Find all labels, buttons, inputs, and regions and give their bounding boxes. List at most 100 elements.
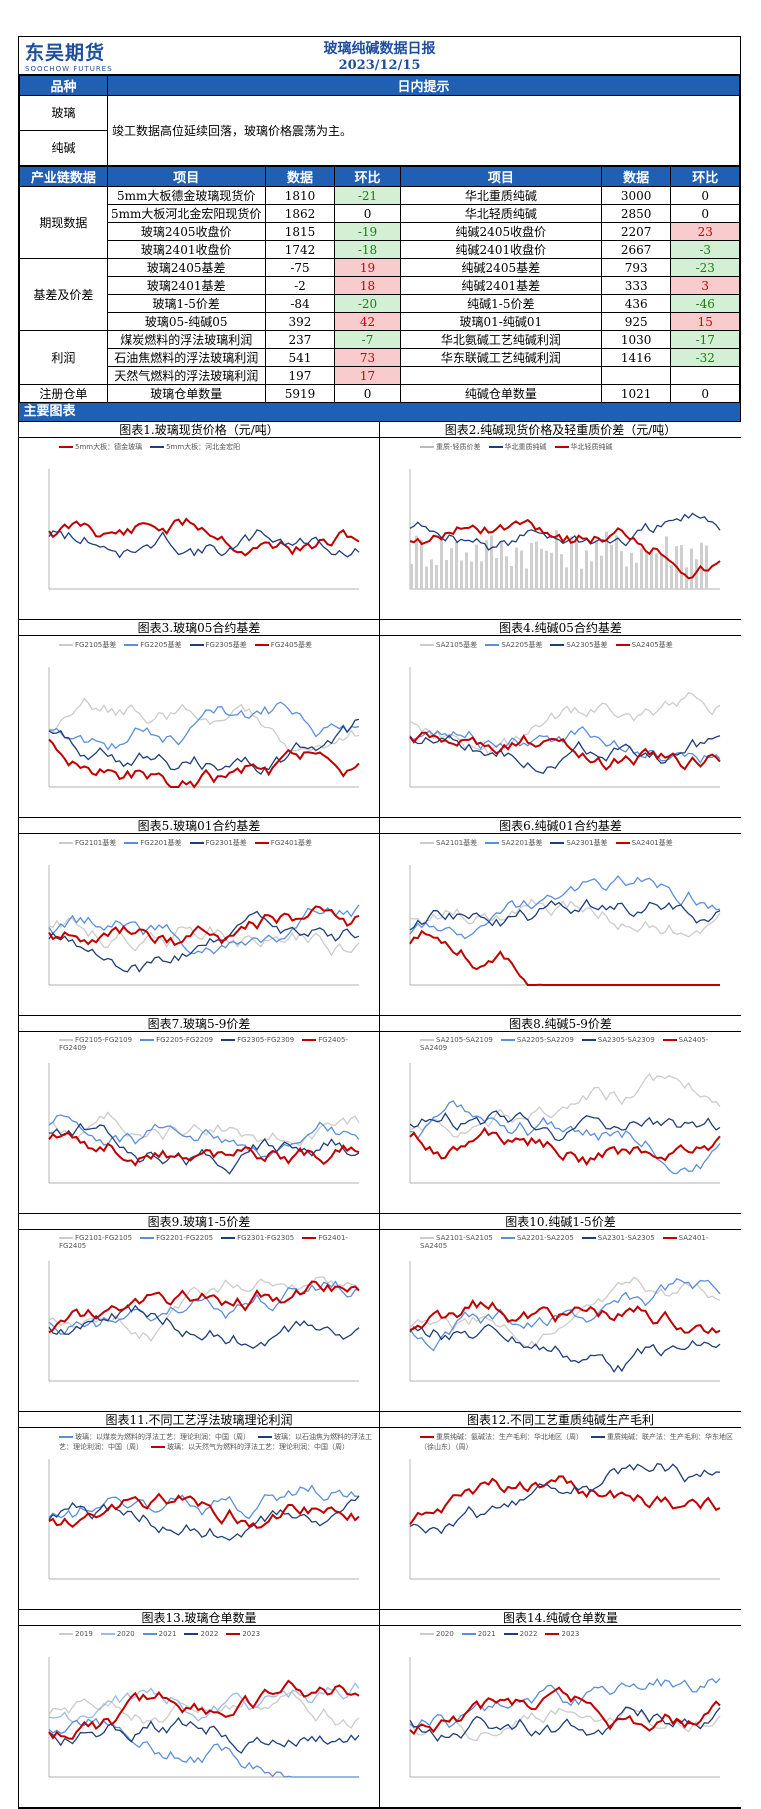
right-item: 玻璃01-纯碱01 xyxy=(399,312,602,331)
chart-title: 图表5.玻璃01合约基差 xyxy=(19,818,379,834)
chart-title: 图表11.不同工艺浮法玻璃理论利润 xyxy=(19,1412,379,1428)
bar-mark xyxy=(620,551,623,589)
series-line xyxy=(409,691,721,756)
legend-entry: 2021 xyxy=(461,1630,496,1638)
left-value: 1742 xyxy=(264,240,336,259)
chart-plot xyxy=(409,1459,721,1580)
chart-panel: 图表7.玻璃5-9价差 FG2105-FG2109 FG2205-FG2209 FG2… xyxy=(19,1016,380,1214)
right-value: 793 xyxy=(600,258,672,277)
right-change: -3 xyxy=(670,240,740,259)
left-item: 天然气燃料的浮法玻璃利润 xyxy=(106,366,266,385)
chart-legend: 玻璃：以煤炭为燃料的浮法工艺：理论利润：中国（周） 玻璃：以石油焦为燃料的浮法工艺… xyxy=(59,1432,379,1452)
table-header-cell: 项目 xyxy=(399,166,602,187)
table-row: 玻璃2405收盘价 1815 -19 纯碱2405收盘价 2207 23 xyxy=(20,222,740,241)
chart-panel: 图表14.纯碱仓单数量 2020 2021 2022 2023 xyxy=(380,1610,741,1808)
bar-mark xyxy=(465,552,468,589)
bar-mark xyxy=(580,568,583,589)
chart-panel: 图表4.纯碱05合约基差 SA2105基差 SA2205基差 SA2305基差 SA24… xyxy=(380,620,741,818)
chart-title: 图表1.玻璃现货价格（元/吨） xyxy=(19,422,379,438)
chart-legend: 重质纯碱：氨碱法：生产毛利：华北地区（周） 重质纯碱：联产法：生产毛利：华东地区（… xyxy=(420,1432,741,1452)
bar-mark xyxy=(555,530,558,589)
table-row: 5mm大板河北金宏阳现货价 1862 0 华北轻质纯碱 2850 0 xyxy=(20,204,740,223)
bar-mark xyxy=(445,559,448,589)
table-row: 基差及价差 玻璃2405基差 -75 19 纯碱2405基差 793 -23 xyxy=(19,258,740,331)
bar-mark xyxy=(705,545,708,589)
chart-panel: 图表6.纯碱01合约基差 SA2101基差 SA2201基差 SA2301基差 SA24… xyxy=(380,818,741,1016)
chart-plot xyxy=(409,469,721,590)
group-label: 利润 xyxy=(19,330,108,385)
left-change: -18 xyxy=(334,240,401,259)
bar-mark xyxy=(535,541,538,589)
legend-entry: FG2301-FG2305 xyxy=(221,1234,294,1242)
report-page: 东吴期货 SOOCHOW FUTURES 玻璃纯碱数据日报 2023/12/15… xyxy=(18,36,741,1809)
left-value: -2 xyxy=(264,276,336,295)
chart-title: 图表4.纯碱05合约基差 xyxy=(380,620,741,636)
left-item: 石油焦燃料的浮法玻璃利润 xyxy=(106,348,266,367)
chart-title: 图表3.玻璃05合约基差 xyxy=(19,620,379,636)
series-line xyxy=(48,1495,360,1541)
chart-title: 图表12.不同工艺重质纯碱生产毛利 xyxy=(380,1412,741,1428)
legend-entry: SA2305基差 xyxy=(550,641,608,649)
bar-mark xyxy=(685,567,688,589)
table-row: 利润 煤炭燃料的浮法玻璃利润 237 -7 华北氨碱工艺纯碱利润 1030 -17 xyxy=(19,330,740,385)
chart-plot xyxy=(409,1063,721,1184)
left-item: 玻璃1-5价差 xyxy=(106,294,266,313)
right-change: -23 xyxy=(670,258,740,277)
chart-plot xyxy=(48,1063,360,1184)
bar-mark xyxy=(585,550,588,589)
right-item: 华北重质纯碱 xyxy=(399,186,602,205)
left-item: 5mm大板德金玻璃现货价 xyxy=(106,186,266,205)
bar-mark xyxy=(540,548,543,589)
chart-legend: FG2101基差 FG2201基差 FG2301基差 FG2401基差 xyxy=(59,838,320,848)
legend-entry: FG2201-FG2205 xyxy=(140,1234,213,1242)
legend-entry: FG2401基差 xyxy=(254,839,312,847)
bar-mark xyxy=(490,535,493,589)
left-item: 5mm大板河北金宏阳现货价 xyxy=(106,204,266,223)
right-item: 纯碱2405基差 xyxy=(399,258,602,277)
left-item: 煤炭燃料的浮法玻璃利润 xyxy=(106,330,266,349)
series-line xyxy=(409,898,721,938)
left-item: 玻璃2405收盘价 xyxy=(106,222,266,241)
chart-legend: SA2105基差 SA2205基差 SA2305基差 SA2405基差 xyxy=(420,640,681,650)
right-change: 0 xyxy=(670,204,740,223)
left-item: 玻璃05-纯碱05 xyxy=(106,312,266,331)
series-line xyxy=(48,1304,360,1349)
series-line xyxy=(48,517,360,557)
legend-entry: FG2105-FG2109 xyxy=(59,1036,132,1044)
chart-legend: SA2105-SA2109 SA2205-SA2209 SA2305-SA2309 S… xyxy=(420,1036,741,1052)
right-value: 3000 xyxy=(600,186,672,205)
bar-mark xyxy=(590,561,593,589)
legend-entry: SA2401基差 xyxy=(615,839,673,847)
bar-mark xyxy=(470,561,473,589)
bar-mark xyxy=(550,552,553,589)
left-item: 玻璃2401收盘价 xyxy=(106,240,266,259)
series-line xyxy=(48,701,360,751)
bar-mark xyxy=(695,559,698,589)
series-line xyxy=(409,1110,721,1142)
chart-title: 图表2.纯碱现货价格及轻重质价差（元/吨） xyxy=(380,422,741,438)
legend-entry: SA2201基差 xyxy=(485,839,542,847)
chart-legend: 重质-轻质价差 华北重质纯碱 华北轻质纯碱 xyxy=(420,442,621,452)
right-value: 1030 xyxy=(600,330,672,349)
chart-panel: 图表9.玻璃1-5价差 FG2101-FG2105 FG2201-FG2205 FG2… xyxy=(19,1214,380,1412)
bar-mark xyxy=(460,560,463,589)
right-item: 华北氨碱工艺纯碱利润 xyxy=(399,330,602,349)
chart-legend: FG2105基差 FG2205基差 FG2305基差 FG2405基差 xyxy=(59,640,320,650)
bar-mark xyxy=(575,536,578,589)
chart-plot xyxy=(409,1261,721,1382)
right-item: 纯碱2405收盘价 xyxy=(399,222,602,241)
chart-panel: 图表11.不同工艺浮法玻璃理论利润玻璃：以煤炭为燃料的浮法工艺：理论利润：中国（… xyxy=(19,1412,380,1610)
legend-entry: FG2405基差 xyxy=(254,641,312,649)
data-table: 产业链数据 项目 数据 环比 项目 数据 环比 期现数据 5mm大板德金玻璃现货价 1810 -2… xyxy=(19,166,740,403)
chart-panel: 图表8.纯碱5-9价差 SA2105-SA2109 SA2205-SA2209 SA2… xyxy=(380,1016,741,1214)
legend-entry: SA2105基差 xyxy=(420,641,477,649)
charts-grid: 图表1.玻璃现货价格（元/吨） 5mm大板：德金玻璃 5mm大板：河北金宏阳 图表2.… xyxy=(19,421,741,1808)
legend-entry: SA2305-SA2309 xyxy=(581,1036,655,1044)
series-line xyxy=(409,512,721,551)
table-header-cell: 项目 xyxy=(106,166,266,187)
table-row: 玻璃05-纯碱05 392 42 玻璃01-纯碱01 925 15 xyxy=(20,312,740,331)
bar-mark xyxy=(600,555,603,589)
chart-title: 图表7.玻璃5-9价差 xyxy=(19,1016,379,1032)
bar-mark xyxy=(415,535,418,589)
legend-entry: SA2205-SA2209 xyxy=(500,1036,574,1044)
